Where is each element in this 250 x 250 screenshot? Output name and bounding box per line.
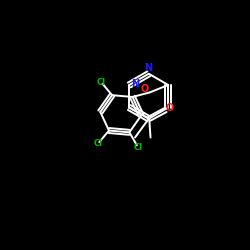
Text: Cl: Cl	[96, 78, 106, 87]
Text: N: N	[144, 63, 152, 73]
Text: O: O	[166, 103, 174, 113]
Text: Cl: Cl	[94, 139, 102, 148]
Text: O: O	[141, 84, 149, 94]
Text: Cl: Cl	[133, 142, 142, 152]
Text: N: N	[131, 79, 139, 89]
